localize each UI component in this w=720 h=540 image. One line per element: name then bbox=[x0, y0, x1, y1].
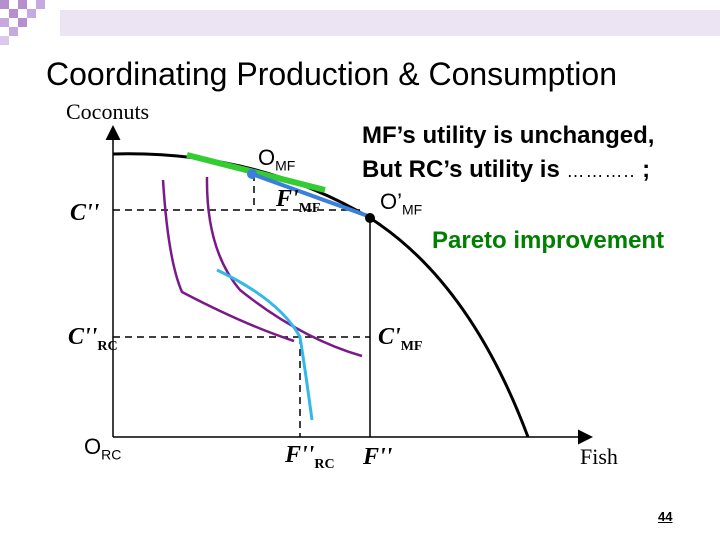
point-label-omf-prime: O’MF bbox=[380, 189, 423, 218]
indifference-curve-1 bbox=[161, 179, 295, 343]
tick-f-rc: F''RC bbox=[285, 442, 335, 472]
indifference-curve-2 bbox=[205, 176, 363, 358]
origin-label: ORC bbox=[84, 434, 122, 463]
annotation-line-2: But RC’s utility is ……….. ; bbox=[362, 156, 651, 183]
x-axis-label: Fish bbox=[580, 444, 618, 469]
corner-decoration bbox=[0, 0, 45, 45]
slide-title: Coordinating Production & Consumption bbox=[46, 56, 617, 92]
production-frontier bbox=[112, 152, 530, 438]
point-omf bbox=[247, 169, 257, 179]
tick-c-double-prime: C'' bbox=[70, 200, 100, 226]
y-axis-label: Coconuts bbox=[66, 99, 150, 124]
tick-f-mf: F'MF bbox=[276, 186, 321, 216]
point-omf-prime bbox=[365, 213, 375, 223]
tick-c-mf: C'MF bbox=[378, 324, 423, 354]
tick-f-double-prime: F'' bbox=[363, 444, 393, 470]
annotation-line-1: MF’s utility is unchanged, bbox=[362, 122, 655, 149]
pareto-label: Pareto improvement bbox=[432, 227, 665, 254]
point-label-omf: OMF bbox=[258, 145, 296, 174]
annotation-blank: ……….. bbox=[566, 161, 636, 181]
page-number: 44 bbox=[658, 509, 673, 524]
mf-tangent-blue bbox=[251, 172, 369, 218]
tick-c-rc: C''RC bbox=[68, 324, 118, 354]
rc-curve bbox=[216, 268, 314, 421]
header-rule bbox=[60, 10, 720, 36]
